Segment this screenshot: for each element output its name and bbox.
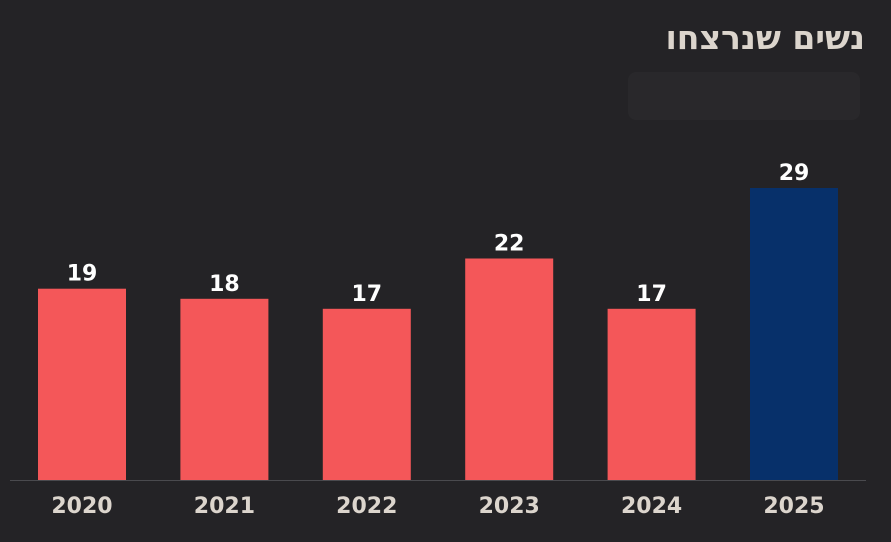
chart-title: נשים שנרצחו	[665, 18, 865, 57]
bar-2025	[750, 188, 838, 480]
x-tick-label-2020: 2020	[51, 494, 112, 519]
value-label-2025: 29	[779, 161, 810, 186]
value-label-2024: 17	[636, 282, 667, 307]
x-tick-label-2024: 2024	[621, 494, 682, 519]
value-labels-group: 19 18 17 22 17 29	[67, 161, 810, 307]
bar-2021	[180, 298, 269, 480]
value-label-2023: 22	[494, 232, 525, 257]
tick-labels-group: 2020 2021 2022 2023 2024 2025	[51, 494, 824, 519]
bar-2024	[607, 308, 696, 480]
bar-2023	[465, 258, 554, 480]
x-tick-label-2021: 2021	[194, 494, 255, 519]
bars-group	[38, 188, 838, 480]
value-label-2022: 17	[351, 282, 382, 307]
bar-2020	[38, 288, 126, 480]
value-label-2021: 18	[209, 272, 240, 297]
x-tick-label-2023: 2023	[479, 494, 540, 519]
value-label-2020: 19	[67, 262, 98, 287]
x-tick-label-2025: 2025	[763, 494, 824, 519]
x-tick-label-2022: 2022	[336, 494, 397, 519]
bar-2022	[322, 308, 411, 480]
